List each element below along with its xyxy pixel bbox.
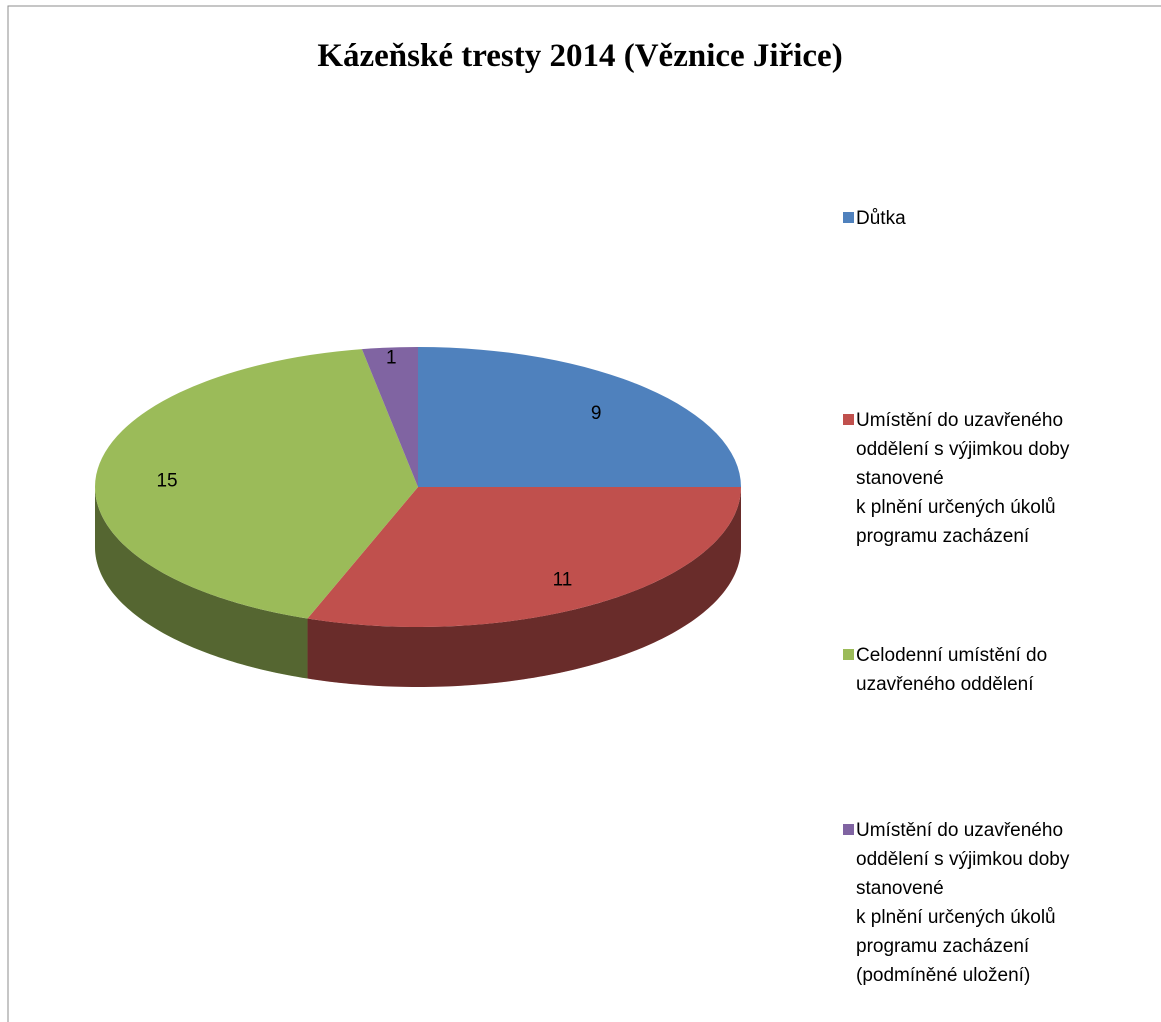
pie-side-shade	[95, 487, 308, 679]
legend-item: Celodenní umístění do uzavřeného oddělen…	[843, 641, 1143, 699]
pie-slice	[95, 349, 418, 619]
pie-slice	[307, 487, 741, 627]
chart-border	[7, 5, 1161, 1022]
legend-item: Důtka	[843, 204, 1143, 233]
legend-swatch	[843, 824, 854, 835]
pie-slice	[418, 347, 741, 487]
legend-label: Umístění do uzavřeného oddělení s výjimk…	[856, 410, 1070, 547]
legend-swatch	[843, 414, 854, 425]
data-label: 9	[591, 403, 602, 424]
legend-label: Umístění do uzavřeného oddělení s výjimk…	[856, 820, 1070, 986]
legend-label: Důtka	[856, 208, 906, 229]
legend-swatch	[843, 649, 854, 660]
legend-item: Umístění do uzavřeného oddělení s výjimk…	[843, 816, 1143, 990]
pie-side-shade	[307, 487, 741, 687]
data-label: 15	[156, 470, 177, 491]
legend-item: Umístění do uzavřeného oddělení s výjimk…	[843, 406, 1143, 551]
legend-label: Celodenní umístění do uzavřeného oddělen…	[856, 645, 1048, 695]
pie-slice	[361, 347, 418, 487]
pie-side	[307, 487, 741, 687]
legend-swatch	[843, 212, 854, 223]
data-label: 1	[386, 348, 397, 369]
chart-title: Kázeňské tresty 2014 (Věznice Jiřice)	[317, 38, 842, 74]
data-label: 11	[553, 569, 573, 590]
pie-side	[95, 487, 308, 679]
